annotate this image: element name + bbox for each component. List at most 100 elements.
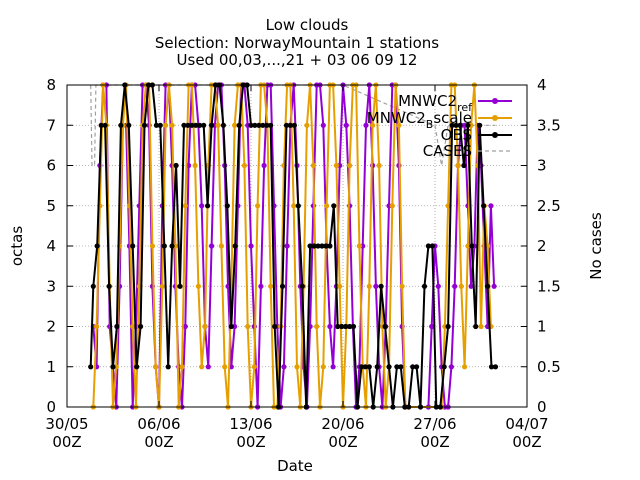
data-point	[268, 283, 274, 289]
data-point	[193, 122, 199, 128]
data-point	[287, 122, 293, 128]
data-point	[232, 122, 238, 128]
data-point	[251, 364, 257, 370]
data-point	[88, 364, 94, 370]
data-point	[199, 364, 205, 370]
data-point	[469, 243, 475, 249]
data-point	[182, 203, 188, 209]
data-point	[102, 122, 108, 128]
data-point	[199, 203, 205, 209]
data-point	[366, 283, 372, 289]
y-tick-label: 1	[46, 358, 56, 376]
data-point	[343, 323, 349, 330]
x-tick-label: 27/06	[413, 415, 456, 433]
data-point	[473, 323, 479, 330]
data-point	[382, 323, 388, 330]
data-point	[310, 162, 316, 169]
x-tick-label: 30/05	[45, 415, 88, 433]
data-point	[106, 283, 112, 289]
data-point	[284, 243, 290, 249]
data-point	[347, 162, 353, 169]
data-point	[138, 323, 144, 330]
data-point	[245, 323, 251, 330]
y2-tick-label: 3.5	[537, 116, 561, 134]
data-point	[126, 122, 132, 128]
data-point	[398, 364, 404, 370]
data-point	[304, 122, 310, 128]
data-point	[157, 122, 163, 128]
data-point	[421, 283, 428, 289]
data-point	[399, 283, 405, 289]
data-point	[165, 364, 171, 370]
data-point	[327, 243, 333, 249]
data-point	[376, 162, 382, 169]
data-point	[462, 364, 468, 370]
data-point	[468, 283, 474, 289]
data-point	[195, 283, 201, 289]
data-point	[114, 323, 120, 330]
data-point	[94, 243, 100, 249]
data-point	[181, 122, 187, 128]
legend-label-main: CASES	[423, 142, 472, 160]
data-point	[435, 283, 441, 289]
data-point	[315, 243, 321, 249]
data-point	[173, 162, 179, 169]
data-point	[261, 162, 267, 169]
axis-ticks: 30/0500Z06/0600Z13/0600Z20/0600Z27/0600Z…	[45, 76, 560, 451]
y-tick-label: 4	[46, 237, 56, 255]
data-point	[366, 364, 372, 370]
x-tick-label: 00Z	[328, 433, 357, 451]
data-point	[461, 162, 467, 169]
legend-label-sub: ref	[457, 101, 473, 114]
data-point	[209, 243, 215, 249]
data-point	[232, 243, 238, 249]
data-point	[272, 323, 278, 330]
data-point	[331, 203, 337, 209]
data-point	[425, 243, 431, 249]
x-tick-label: 20/06	[321, 415, 364, 433]
data-point	[445, 203, 451, 209]
data-point	[455, 162, 461, 169]
legend-label: OBS	[441, 126, 472, 144]
data-point	[350, 323, 357, 330]
legend-label-tail: scale	[433, 109, 472, 127]
x-tick-label: 00Z	[144, 433, 173, 451]
data-point	[248, 122, 254, 128]
data-point	[90, 283, 96, 289]
data-point	[429, 323, 435, 330]
data-point	[478, 323, 484, 330]
data-point	[264, 122, 270, 128]
data-point	[291, 122, 297, 128]
data-point	[457, 122, 463, 128]
data-point	[281, 364, 287, 370]
data-point	[295, 203, 301, 209]
y2-tick-label: 1	[537, 318, 547, 336]
data-point	[220, 122, 226, 128]
data-point	[110, 364, 116, 370]
legend-label-main: MNWC2	[398, 92, 457, 110]
data-point	[330, 364, 336, 370]
data-point	[236, 122, 242, 128]
x-tick-label: 00Z	[420, 433, 449, 451]
data-point	[294, 364, 300, 370]
y2-tick-label: 3	[537, 157, 547, 175]
legend-label: MNWC2Bscale	[367, 109, 472, 131]
data-point	[307, 243, 313, 249]
title-line-1: Low clouds	[266, 16, 349, 34]
y2-tick-label: 1.5	[537, 277, 561, 295]
data-point	[258, 283, 264, 289]
data-point	[394, 364, 400, 370]
data-point	[202, 323, 208, 330]
x-tick-label: 00Z	[52, 433, 81, 451]
y2-tick-label: 2.5	[537, 197, 561, 215]
data-point	[268, 122, 274, 128]
data-point	[370, 122, 376, 128]
legend-marker	[492, 98, 498, 104]
data-point	[492, 364, 499, 370]
data-point	[374, 364, 380, 370]
data-point	[373, 283, 379, 289]
data-point	[386, 364, 392, 370]
data-point	[218, 243, 224, 249]
data-point	[260, 122, 266, 128]
